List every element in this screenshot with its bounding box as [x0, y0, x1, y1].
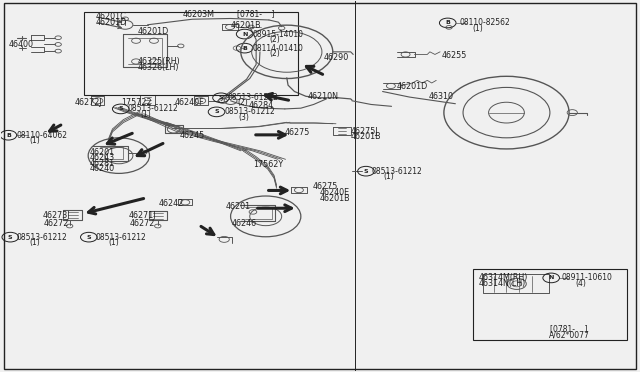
Text: (1): (1) [108, 238, 119, 247]
Text: S: S [118, 106, 123, 111]
Text: S: S [8, 235, 13, 240]
Bar [473, 269, 627, 340]
Text: 46246: 46246 [232, 219, 257, 228]
Text: 175722: 175722 [121, 98, 152, 107]
Text: 08513-61212: 08513-61212 [224, 108, 275, 116]
Text: 46284: 46284 [248, 101, 274, 110]
Text: 46243: 46243 [90, 153, 115, 162]
Text: (1): (1) [140, 110, 150, 119]
Text: S: S [86, 235, 91, 240]
Text: 08513-61212: 08513-61212 [127, 105, 178, 113]
Text: 46272J: 46272J [74, 98, 102, 107]
Text: 46275: 46275 [312, 182, 338, 191]
Text: N: N [548, 275, 554, 280]
Text: 46255: 46255 [442, 51, 467, 60]
Text: 08513-61212: 08513-61212 [371, 167, 422, 176]
Text: 46201B: 46201B [320, 194, 351, 203]
Text: B: B [242, 46, 247, 51]
Text: 46275J: 46275J [351, 126, 378, 136]
Text: S: S [364, 169, 368, 174]
Text: 46201: 46201 [90, 148, 115, 157]
Text: S: S [219, 95, 223, 100]
Text: 08513-61212: 08513-61212 [17, 232, 67, 242]
Text: 46201B: 46201B [351, 132, 381, 141]
Text: (2): (2) [269, 35, 280, 44]
Text: 46310: 46310 [429, 92, 454, 101]
Text: (2): (2) [237, 99, 248, 108]
Text: (2): (2) [269, 49, 280, 58]
Text: 46290: 46290 [323, 52, 348, 61]
Text: 46242: 46242 [159, 199, 184, 208]
Text: (1): (1) [29, 238, 40, 247]
Text: 46203M: 46203M [182, 10, 214, 19]
Text: 08915-14010: 08915-14010 [253, 29, 304, 39]
Text: N: N [242, 32, 247, 36]
Text: 46314M(RH): 46314M(RH) [478, 273, 528, 282]
Text: (1): (1) [384, 172, 395, 181]
Text: 46240E: 46240E [320, 188, 350, 197]
Text: 46201: 46201 [225, 202, 251, 211]
Text: 46210N: 46210N [307, 92, 338, 101]
Text: 46201D: 46201D [138, 27, 169, 36]
Text: 46325(RH): 46325(RH) [138, 57, 180, 66]
Text: 17562Y: 17562Y [253, 160, 283, 169]
Text: 08110-82562: 08110-82562 [460, 19, 510, 28]
Text: 08114-01410: 08114-01410 [253, 44, 304, 52]
Text: (4): (4) [575, 279, 586, 288]
Text: 46326(LH): 46326(LH) [138, 63, 179, 72]
Text: (1): (1) [29, 136, 40, 145]
Text: B: B [445, 20, 450, 25]
Text: 08110-64062: 08110-64062 [17, 131, 68, 140]
Text: 46240: 46240 [90, 164, 115, 173]
Text: [0781-    ]: [0781- ] [237, 9, 275, 18]
Text: B: B [6, 133, 11, 138]
Text: 46245: 46245 [179, 131, 205, 141]
Text: 08513-61212: 08513-61212 [227, 93, 278, 102]
Text: S: S [214, 109, 219, 114]
Text: [0781-    ]: [0781- ] [550, 324, 588, 333]
Text: A/62*0077: A/62*0077 [548, 330, 589, 340]
Text: 08513-61212: 08513-61212 [95, 232, 146, 242]
Text: 46272: 46272 [44, 219, 70, 228]
Text: 46275: 46275 [285, 128, 310, 137]
Text: 46273J: 46273J [42, 211, 70, 220]
Bar [84, 12, 298, 95]
Text: 46201C: 46201C [95, 12, 126, 21]
Text: 46201B: 46201B [230, 21, 261, 30]
Text: 46271J: 46271J [129, 211, 156, 220]
Text: 46314N(LH): 46314N(LH) [478, 279, 525, 288]
Text: 46281: 46281 [90, 158, 115, 167]
Text: (3): (3) [238, 113, 249, 122]
Text: 46272: 46272 [130, 219, 155, 228]
Text: (1): (1) [472, 24, 483, 33]
Text: 46201D: 46201D [95, 18, 127, 27]
Text: 46201D: 46201D [397, 82, 428, 91]
Text: 46240F: 46240F [174, 98, 204, 107]
Text: 46400: 46400 [8, 40, 33, 49]
Text: 08911-10610: 08911-10610 [561, 273, 612, 282]
